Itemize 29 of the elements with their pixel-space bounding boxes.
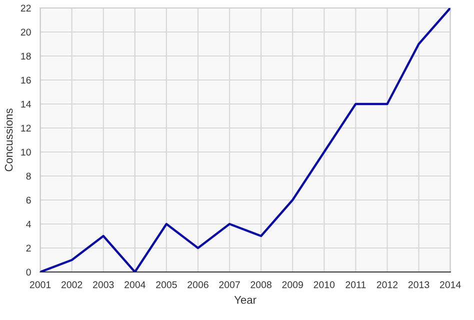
x-axis-title: Year [234, 296, 256, 304]
x-tick-label: 2012 [376, 281, 398, 288]
y-tick-label: 20 [20, 28, 31, 36]
x-tick-label: 2011 [346, 281, 366, 288]
y-tick-label: 16 [21, 76, 31, 84]
x-tick-label: 2005 [156, 281, 177, 288]
x-tick-label: 2013 [408, 281, 430, 288]
y-tick-label: 2 [26, 244, 31, 252]
y-axis-title: Concussions [4, 108, 13, 172]
y-tick-label: 0 [26, 268, 31, 276]
y-tick-label: 12 [21, 124, 31, 132]
x-tick-label: 2001 [30, 281, 51, 288]
y-tick-label: 4 [26, 220, 31, 228]
x-tick-label: 2006 [188, 281, 208, 288]
y-tick-label: 22 [20, 4, 31, 12]
x-tick-label: 2003 [93, 281, 114, 288]
x-tick-label: 2008 [250, 281, 272, 288]
x-tick-label: 2014 [440, 281, 461, 288]
x-tick-label: 2007 [219, 281, 240, 288]
y-tick-label: 18 [21, 52, 31, 60]
y-tick-label: 10 [21, 148, 31, 156]
line-series [40, 8, 450, 272]
y-tick-label: 6 [26, 196, 31, 204]
y-tick-label: 8 [26, 172, 31, 180]
x-tick-label: 2009 [282, 281, 303, 288]
x-tick-label: 2010 [314, 281, 335, 288]
x-tick-label: 2004 [124, 281, 146, 288]
y-tick-label: 14 [21, 100, 31, 108]
x-tick-label: 2002 [62, 281, 82, 288]
